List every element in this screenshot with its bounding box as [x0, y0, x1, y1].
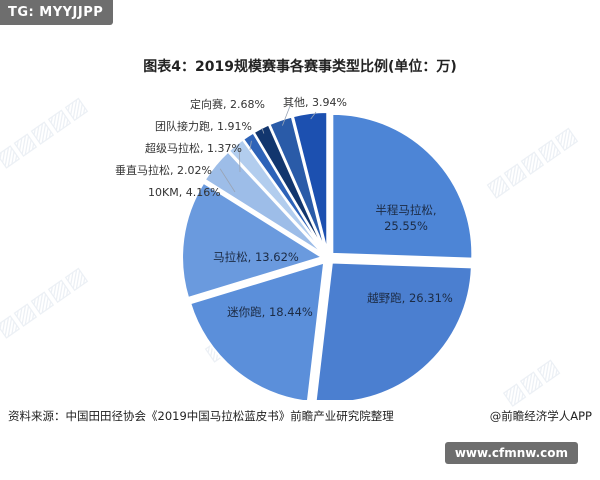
pie-slice	[181, 181, 325, 300]
source-note: 资料来源：中国田田径协会《2019中国马拉松蓝皮书》前瞻产业研究院整理	[8, 409, 394, 423]
leader-line	[238, 149, 241, 173]
leader-line	[282, 105, 291, 126]
slice-label: 越野跑, 26.31%	[367, 291, 453, 305]
site-badge: www.cfmnw.com	[444, 442, 578, 464]
slice-label: 其他, 3.94%	[283, 96, 347, 109]
leader-line	[219, 168, 236, 193]
leader-line	[261, 127, 265, 134]
pie-slice	[268, 115, 328, 253]
pie-chart: 半程马拉松, 25.55% 越野跑, 26.31% 迷你跑, 18.44% 马拉松, 1…	[115, 96, 474, 400]
slice-label: 团队接力跑, 1.91%	[155, 119, 252, 133]
leader-line	[249, 140, 252, 151]
slice-label: 超级马拉松, 1.37%	[145, 141, 242, 155]
pie-slice	[188, 261, 326, 400]
chart-title: 图表4：2019规模赛事各赛事类型比例(单位：万)	[143, 59, 457, 75]
pie-slice	[291, 111, 329, 253]
slice-label: 马拉松, 13.62%	[213, 250, 299, 264]
pie-slice	[203, 150, 325, 256]
slice-label: 迷你跑, 18.44%	[227, 305, 313, 319]
leader-line	[310, 111, 317, 120]
pie-slice	[331, 112, 474, 260]
brand-label: @前瞻经济学人APP	[489, 409, 592, 423]
slice-label: 垂直马拉松, 2.02%	[115, 163, 212, 177]
slice-label: 10KM, 4.16%	[148, 186, 221, 199]
slice-label: 定向赛, 2.68%	[190, 97, 265, 111]
slice-label: 半程马拉松,	[375, 203, 436, 217]
tg-badge: TG: MYYJJPP	[0, 0, 114, 25]
slice-value-label: 25.55%	[384, 219, 428, 233]
pie-slice	[314, 261, 473, 400]
